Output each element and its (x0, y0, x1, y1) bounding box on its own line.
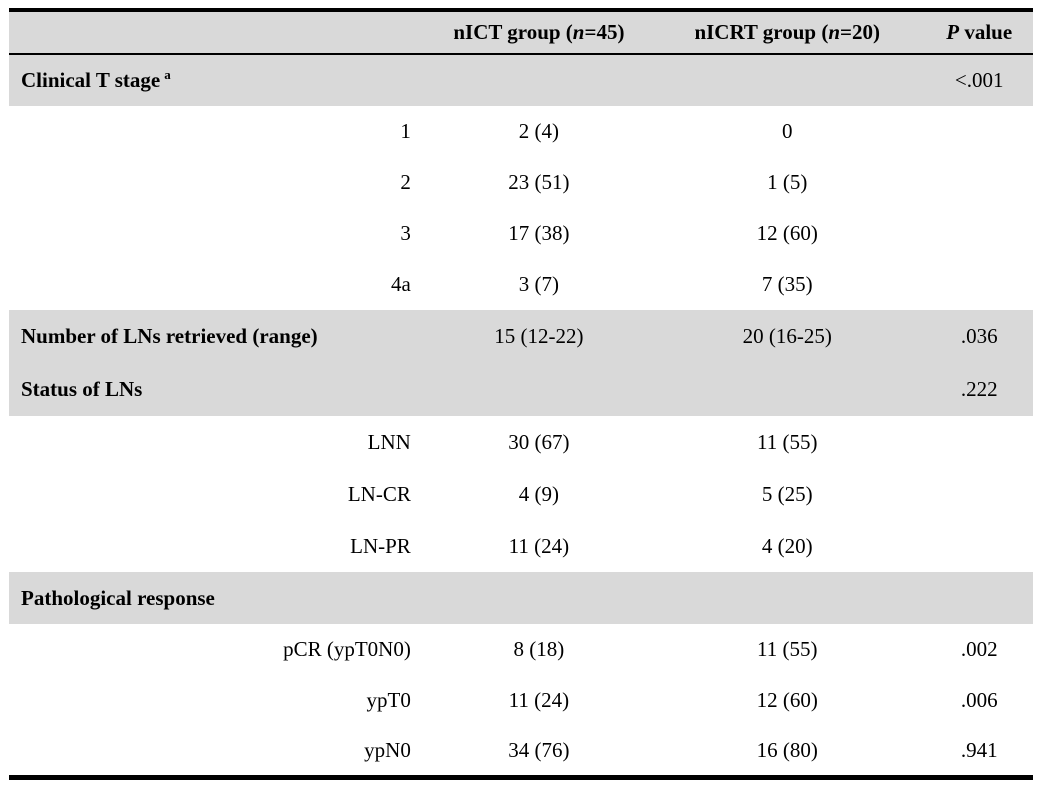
nicrt-value-cell: 11 (55) (756, 637, 818, 661)
pvalue-cell (925, 520, 1033, 572)
row-label-cell: 1 (400, 119, 411, 143)
nicrt-value-cell: 16 (80) (756, 737, 818, 762)
row-label-cell: LN-CR (347, 481, 411, 506)
nict-value-cell (429, 54, 649, 106)
row-label-cell: Status of LNs (21, 377, 143, 401)
pvalue-cell (925, 259, 1033, 310)
row-lnn: LNN 30 (67) 11 (55) (9, 416, 1033, 468)
row-label-cell: ypT0 (366, 688, 411, 712)
pvalue-cell (925, 106, 1033, 157)
nicrt-value-cell: 5 (25) (761, 481, 813, 506)
row-label-cell: Pathological response (21, 585, 215, 610)
nict-value-cell: 15 (12-22) (494, 324, 584, 348)
nicrt-value-cell: 1 (5) (767, 170, 808, 194)
row-label-cell: ypN0 (364, 737, 411, 762)
nict-value-cell: 3 (7) (518, 272, 560, 296)
row-ypn0: ypN0 34 (76) 16 (80) .941 (9, 726, 1033, 777)
row-status-of-lns: Status of LNs .222 (9, 363, 1033, 416)
nicrt-value-cell: 7 (35) (761, 272, 813, 296)
nicrt-value-cell: 0 (781, 119, 793, 143)
row-ln-cr: LN-CR 4 (9) 5 (25) (9, 468, 1033, 520)
row-ypt0: ypT0 11 (24) 12 (60) .006 (9, 675, 1033, 726)
row-t4a: 4a 3 (7) 7 (35) (9, 259, 1033, 310)
pvalue-cell: .222 (960, 377, 998, 401)
row-label-cell: Clinical T stage a (21, 67, 171, 92)
pvalue-cell (925, 208, 1033, 259)
nict-value-cell: 8 (18) (513, 637, 565, 661)
nict-value-cell: 30 (67) (508, 429, 570, 454)
nicrt-value-cell (649, 363, 925, 416)
nict-value-cell: 2 (4) (518, 119, 560, 143)
pvalue-cell (925, 416, 1033, 468)
nict-value-cell: 23 (51) (508, 170, 570, 194)
row-t2: 2 23 (51) 1 (5) (9, 157, 1033, 208)
row-lns-retrieved: Number of LNs retrieved (range) 15 (12-2… (9, 310, 1033, 363)
nicrt-value-cell: 11 (55) (756, 429, 818, 454)
nicrt-value-cell: 12 (60) (756, 688, 818, 712)
pvalue-cell (925, 157, 1033, 208)
column-header-nicrt: nICRT group (n=20) (694, 20, 880, 44)
nict-value-cell: 34 (76) (508, 737, 570, 762)
pvalue-cell: .002 (960, 637, 998, 661)
column-header-empty (9, 10, 429, 54)
pvalue-cell (925, 572, 1033, 624)
nicrt-value-cell: 20 (16-25) (742, 324, 832, 348)
nicrt-value-cell: 12 (60) (756, 221, 818, 245)
row-ln-pr: LN-PR 11 (24) 4 (20) (9, 520, 1033, 572)
nict-value-cell: 11 (24) (508, 688, 570, 712)
nicrt-value-cell (649, 572, 925, 624)
row-label-cell: LN-PR (350, 533, 411, 558)
row-label-cell: 2 (400, 170, 411, 194)
pvalue-cell: .006 (960, 688, 998, 712)
column-header-pvalue: P value (946, 20, 1013, 44)
column-header-nict: nICT group (n=45) (453, 20, 625, 44)
row-label-cell: pCR (ypT0N0) (283, 637, 411, 661)
footnote-marker-a: a (164, 67, 171, 82)
nicrt-value-cell (649, 54, 925, 106)
pvalue-cell: <.001 (954, 68, 1004, 92)
nict-value-cell (429, 572, 649, 624)
row-pcr: pCR (ypT0N0) 8 (18) 11 (55) .002 (9, 624, 1033, 675)
nict-value-cell: 17 (38) (508, 221, 570, 245)
pvalue-cell: .941 (960, 737, 998, 762)
row-t3: 3 17 (38) 12 (60) (9, 208, 1033, 259)
nicrt-value-cell: 4 (20) (761, 533, 813, 558)
row-label-cell: Number of LNs retrieved (range) (21, 324, 318, 348)
nict-value-cell: 11 (24) (508, 533, 570, 558)
row-t1: 1 2 (4) 0 (9, 106, 1033, 157)
nict-value-cell (429, 363, 649, 416)
pvalue-cell (925, 468, 1033, 520)
row-label-cell: 4a (391, 272, 411, 296)
row-clinical-t-stage: Clinical T stage a <.001 (9, 54, 1033, 106)
row-label-cell: 3 (400, 221, 411, 245)
outcomes-table: nICT group (n=45) nICRT group (n=20) P v… (9, 8, 1033, 780)
header-row: nICT group (n=45) nICRT group (n=20) P v… (9, 10, 1033, 54)
pvalue-cell: .036 (960, 324, 998, 348)
nict-value-cell: 4 (9) (518, 481, 560, 506)
row-pathological-response: Pathological response (9, 572, 1033, 624)
row-label-cell: LNN (367, 429, 411, 454)
